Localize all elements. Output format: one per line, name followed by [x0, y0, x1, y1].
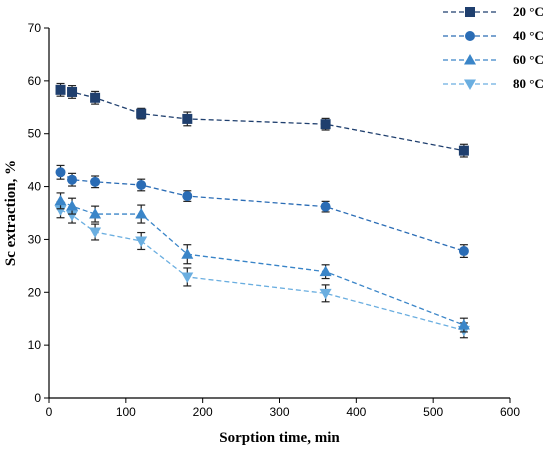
legend: 20 °C 40 °C 60 °C 80 °C: [443, 4, 544, 91]
legend-entry: 40 °C: [443, 28, 544, 43]
data-point: [89, 208, 102, 219]
axes: [48, 28, 510, 399]
legend-marker: [465, 7, 475, 17]
data-point: [458, 246, 469, 257]
legend-marker: [464, 79, 476, 90]
y-tick-label: 60: [28, 74, 42, 88]
data-point: [181, 248, 194, 259]
legend-entry: 60 °C: [443, 52, 544, 67]
x-tick-label: 400: [346, 405, 366, 419]
y-tick-label: 70: [28, 21, 42, 35]
x-axis-title: Sorption time, min: [219, 430, 340, 446]
y-tick-label: 40: [28, 180, 42, 194]
data-point: [457, 319, 470, 330]
data-point: [67, 174, 78, 185]
x-tick-label: 100: [116, 405, 136, 419]
data-point: [136, 179, 147, 190]
series-line: [60, 209, 465, 331]
data-point: [135, 208, 148, 219]
data-point: [136, 108, 147, 119]
legend-label: 80 °C: [513, 76, 544, 91]
series-line: [60, 200, 465, 326]
data-point: [90, 92, 101, 103]
series-2: [55, 164, 469, 258]
data-point: [55, 167, 66, 178]
data-point: [181, 272, 194, 283]
series-line: [60, 171, 465, 252]
x-tick-label: 300: [269, 405, 289, 419]
series-line: [60, 89, 465, 152]
data-point: [319, 288, 332, 300]
y-tick-label: 20: [28, 285, 42, 299]
series-1: [55, 82, 469, 158]
data-point: [182, 113, 193, 124]
data-point: [320, 201, 331, 212]
series-3: [54, 192, 470, 333]
y-tick-label: 10: [28, 338, 42, 352]
y-axis-title: Sc extraction, %: [3, 160, 19, 266]
legend-label: 20 °C: [513, 4, 544, 19]
legend-label: 60 °C: [513, 52, 544, 67]
data-point: [89, 227, 102, 239]
data-point: [54, 205, 67, 216]
series-layer: [54, 82, 470, 339]
legend-marker: [465, 31, 475, 41]
data-point: [67, 86, 78, 97]
data-point: [66, 210, 79, 222]
x-tick-label: 0: [46, 405, 53, 419]
y-tick-label: 30: [28, 232, 42, 246]
data-point: [55, 84, 66, 95]
data-point: [320, 119, 331, 130]
data-point: [135, 236, 148, 248]
data-point: [66, 200, 79, 211]
ticks: 0 100 200 300 400 500 600 0 10 20 30 40 50 60 70: [28, 21, 521, 419]
data-point: [182, 191, 193, 202]
data-point: [90, 176, 101, 187]
x-tick-label: 500: [423, 405, 443, 419]
legend-label: 40 °C: [513, 28, 544, 43]
series-4: [54, 201, 470, 339]
legend-marker: [464, 54, 476, 65]
y-tick-label: 50: [28, 127, 42, 141]
x-tick-label: 200: [193, 405, 213, 419]
data-point: [458, 145, 469, 156]
data-point: [319, 265, 332, 277]
legend-entry: 20 °C: [443, 4, 544, 19]
y-tick-label: 0: [34, 391, 41, 405]
x-tick-label: 600: [500, 405, 520, 419]
data-point: [54, 194, 67, 206]
legend-entry: 80 °C: [443, 76, 544, 91]
